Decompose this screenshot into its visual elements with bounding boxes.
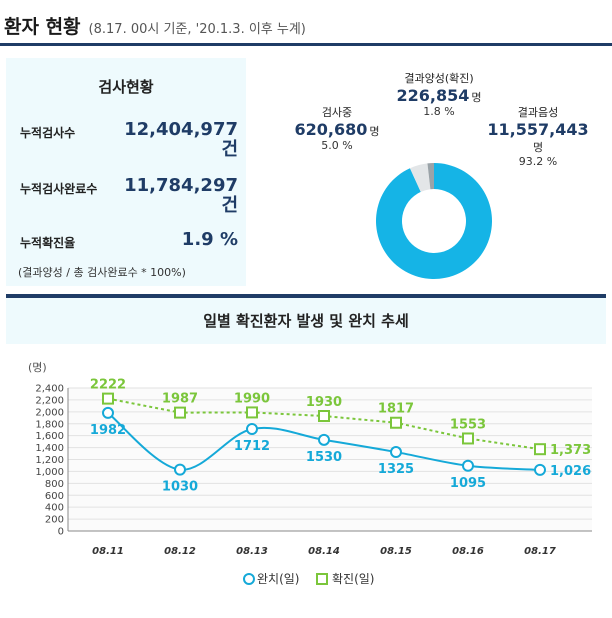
x-tick-label: 08.14 bbox=[308, 546, 340, 557]
y-tick-label: 1,200 bbox=[35, 455, 64, 466]
donut-slice-negative bbox=[376, 163, 492, 279]
completed-tests-label: 누적검사완료수 bbox=[20, 182, 98, 196]
confirmed-point bbox=[462, 432, 474, 445]
confirmed-data-label: 1987 bbox=[162, 392, 198, 407]
recovered-point bbox=[390, 446, 402, 459]
summary-section: 검사현황 누적검사수 12,404,977 건 누적검사완료수 11,784,2… bbox=[6, 58, 606, 286]
chart-title: 일별 확진환자 발생 및 완치 추세 bbox=[203, 312, 409, 330]
confirmed-data-label: 1817 bbox=[378, 402, 414, 417]
completed-tests-unit: 건 bbox=[221, 195, 238, 216]
y-tick-label: 1,000 bbox=[35, 467, 64, 478]
donut-panel: 결과양성(확진) 226,854 명 1.8 % 검사중 620,680 명 5.0… bbox=[252, 58, 606, 286]
confirmed-data-label: 1930 bbox=[306, 395, 342, 410]
confirmed-point bbox=[534, 443, 546, 456]
confirmed-data-label: 1,373 bbox=[550, 443, 591, 458]
y-tick-label: 2,000 bbox=[35, 407, 64, 418]
confirmed-point bbox=[174, 406, 186, 419]
positive-pct: 1.8 % bbox=[423, 105, 455, 118]
page-header: 환자 현황 (8.17. 00시 기준, '20.1.3. 이후 누계) bbox=[0, 0, 612, 46]
cumulative-tests-unit: 건 bbox=[221, 139, 238, 160]
trend-line-chart: 02004006008001,0001,2001,4001,6001,8002,… bbox=[28, 361, 592, 586]
positive-count: 226,854 bbox=[396, 86, 470, 105]
pending-label-block: 검사중 620,680 명 5.0 % bbox=[282, 104, 392, 152]
confirmed-data-label: 1990 bbox=[234, 391, 270, 406]
recovered-data-label: 1530 bbox=[306, 450, 342, 465]
negative-label-block: 결과음성 11,557,443 명 93.2 % bbox=[478, 104, 598, 168]
confirmed-data-label: 1553 bbox=[450, 417, 486, 432]
donut-chart bbox=[376, 163, 492, 279]
cumulative-tests-label: 누적검사수 bbox=[20, 126, 76, 140]
test-status-title: 검사현황 bbox=[98, 78, 154, 96]
y-tick-label: 1,800 bbox=[35, 419, 64, 430]
legend-confirmed-label: 확진(일) bbox=[332, 572, 374, 586]
negative-unit: 명 bbox=[532, 141, 544, 154]
y-tick-label: 2,200 bbox=[35, 395, 64, 406]
y-tick-label: 2,400 bbox=[35, 384, 64, 395]
positive-rate-note: (결과양성 / 총 검사완료수 * 100%) bbox=[18, 266, 186, 279]
cumulative-tests-value: 12,404,977 건 bbox=[124, 120, 238, 160]
recovered-point bbox=[102, 406, 114, 419]
y-tick-label: 200 bbox=[45, 515, 64, 526]
positive-label-block: 결과양성(확진) 226,854 명 1.8 % bbox=[384, 70, 494, 118]
completed-tests-value: 11,784,297 건 bbox=[124, 176, 238, 216]
recovered-data-label: 1325 bbox=[378, 462, 414, 477]
x-tick-label: 08.13 bbox=[236, 546, 268, 557]
confirmed-point bbox=[246, 406, 258, 419]
recovered-data-label: 1,026 bbox=[550, 464, 591, 479]
recovered-data-label: 1030 bbox=[162, 480, 198, 495]
confirmed-point bbox=[390, 416, 402, 429]
x-tick-label: 08.15 bbox=[380, 546, 412, 557]
recovered-point bbox=[318, 433, 330, 446]
donut-slice-pending bbox=[409, 163, 431, 192]
confirmed-data-label: 2222 bbox=[90, 378, 126, 393]
donut-slice-positive bbox=[427, 163, 434, 190]
recovered-point bbox=[174, 463, 186, 476]
pending-count: 620,680 bbox=[294, 120, 368, 139]
section-divider bbox=[6, 294, 606, 298]
positive-label: 결과양성(확진) bbox=[404, 72, 474, 85]
negative-label: 결과음성 bbox=[517, 106, 559, 119]
trend-chart-area: 0 200 400 600 800 1,000 1,200 1,400 1,600 1,800 2,… bbox=[6, 344, 606, 614]
y-tick-label: 400 bbox=[45, 503, 64, 514]
recovered-data-label: 1982 bbox=[90, 423, 126, 438]
pending-unit: 명 bbox=[369, 125, 380, 138]
y-tick-label: 0 bbox=[58, 527, 64, 538]
x-tick-label: 08.11 bbox=[92, 546, 124, 557]
chart-header: 일별 확진환자 발생 및 완치 추세 bbox=[6, 298, 606, 344]
recovered-point bbox=[462, 459, 474, 472]
positive-rate-label: 누적확진율 bbox=[20, 236, 76, 250]
y-tick-label: 600 bbox=[45, 491, 64, 502]
confirmed-point bbox=[318, 410, 330, 423]
y-tick-label: 1,600 bbox=[35, 431, 64, 442]
pending-value: 620,680 명 bbox=[282, 120, 392, 139]
recovered-data-label: 1712 bbox=[234, 439, 270, 454]
cumulative-tests-number: 12,404,977 bbox=[124, 119, 238, 140]
test-status-panel: 검사현황 누적검사수 12,404,977 건 누적검사완료수 11,784,2… bbox=[6, 58, 246, 286]
pending-pct: 5.0 % bbox=[321, 139, 353, 152]
y-tick-label: 800 bbox=[45, 479, 64, 490]
legend-recovered-marker bbox=[243, 573, 255, 585]
positive-rate-value: 1.9 % bbox=[181, 229, 238, 250]
pending-label: 검사중 bbox=[321, 106, 353, 119]
positive-value: 226,854 명 bbox=[384, 86, 494, 105]
x-tick-label: 08.16 bbox=[452, 546, 484, 557]
legend-confirmed-marker bbox=[316, 573, 328, 585]
page-title: 환자 현황 bbox=[4, 16, 81, 38]
negative-count: 11,557,443 bbox=[487, 120, 589, 139]
y-axis-label: (명) bbox=[28, 361, 47, 374]
page-subtitle: (8.17. 00시 기준, '20.1.3. 이후 누계) bbox=[88, 22, 306, 37]
recovered-point bbox=[246, 422, 258, 435]
confirmed-point bbox=[102, 392, 114, 405]
recovered-point bbox=[534, 463, 546, 476]
negative-pct: 93.2 % bbox=[518, 155, 558, 168]
recovered-data-label: 1095 bbox=[450, 476, 486, 491]
x-tick-label: 08.17 bbox=[524, 546, 556, 557]
legend-recovered-label: 완치(일) bbox=[257, 572, 299, 586]
completed-tests-number: 11,784,297 bbox=[124, 175, 238, 196]
positive-unit: 명 bbox=[471, 91, 482, 104]
y-tick-label: 1,400 bbox=[35, 443, 64, 454]
x-tick-label: 08.12 bbox=[164, 546, 196, 557]
